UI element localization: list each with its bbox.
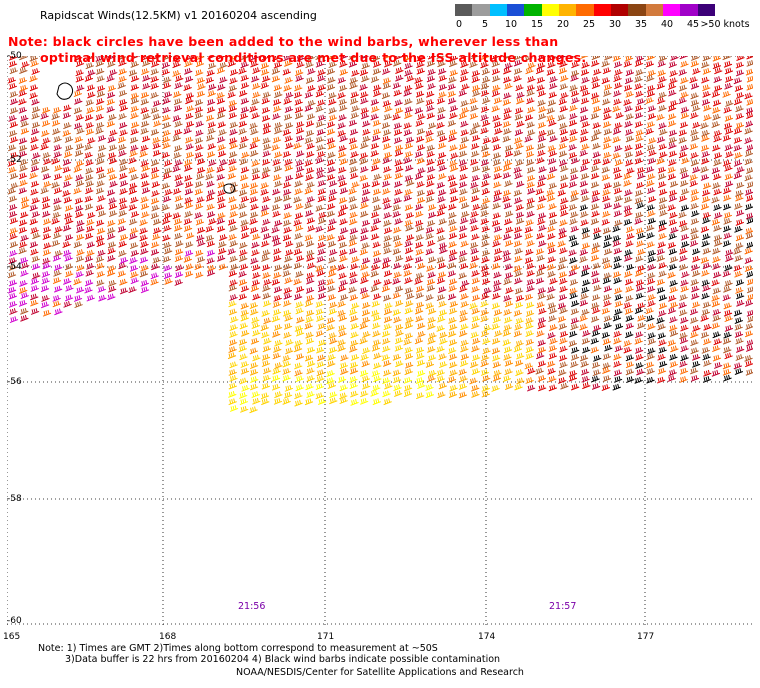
- legend-swatch: [610, 4, 629, 16]
- time-label-2: 21:57: [549, 601, 577, 612]
- legend-label: 45: [686, 19, 700, 30]
- legend-label: 0: [455, 19, 463, 30]
- island-outlines: [56, 82, 236, 194]
- legend-label: 25: [582, 19, 596, 30]
- legend-swatch: [576, 4, 594, 16]
- lat-label-50: -50: [7, 51, 22, 61]
- lat-label-60: -60: [7, 616, 22, 626]
- legend-label: 10: [504, 19, 518, 30]
- lat-label-52: -52: [7, 155, 22, 165]
- time-label-1: 21:56: [238, 601, 266, 612]
- legend-swatch: [524, 4, 542, 16]
- wind-barb-map: [7, 56, 753, 628]
- legend-label: >50 knots: [700, 19, 750, 30]
- legend-swatch: [489, 4, 507, 16]
- legend-swatch: [628, 4, 646, 16]
- lat-label-54: -54: [7, 262, 22, 272]
- legend-label: 40: [660, 19, 674, 30]
- legend-swatch: [455, 4, 473, 16]
- credit-line: NOAA/NESDIS/Center for Satellite Applica…: [236, 667, 524, 678]
- wind-barbs: [7, 56, 753, 414]
- wind-speed-legend: 0 5 10 15 20 25 30 35 40 45 >50 knots: [455, 4, 750, 34]
- legend-swatch: [697, 4, 715, 16]
- legend-swatch: [472, 4, 490, 16]
- lon-label-168: 168: [159, 632, 177, 642]
- legend-swatch: [680, 4, 698, 16]
- legend-label: 20: [556, 19, 570, 30]
- legend-label: 30: [608, 19, 622, 30]
- legend-swatch: [506, 4, 525, 16]
- legend-color-bar: [455, 4, 715, 16]
- lon-label-165: 165: [3, 632, 21, 642]
- lon-label-177: 177: [637, 632, 655, 642]
- legend-label: 35: [634, 19, 648, 30]
- footnote-line-2: 3)Data buffer is 22 hrs from 20160204 4)…: [65, 654, 501, 665]
- lat-label-58: -58: [7, 494, 22, 504]
- lon-label-174: 174: [478, 632, 496, 642]
- legend-swatch: [558, 4, 577, 16]
- notice-line-2: optimal wind retrieval conditions are me…: [40, 50, 587, 65]
- notice-line-1: Note: black circles have been added to t…: [8, 34, 559, 49]
- legend-label: 5: [481, 19, 489, 30]
- lat-label-56: -56: [7, 377, 22, 387]
- legend-swatch: [541, 4, 559, 16]
- legend-swatch: [593, 4, 611, 16]
- product-title: Rapidscat Winds(12.5KM) v1 20160204 asce…: [40, 9, 317, 22]
- lon-label-171: 171: [317, 632, 335, 642]
- legend-label: 15: [530, 19, 544, 30]
- legend-swatch: [662, 4, 681, 16]
- legend-swatch: [645, 4, 663, 16]
- footnote-line-1: Note: 1) Times are GMT 2)Times along bot…: [38, 643, 438, 654]
